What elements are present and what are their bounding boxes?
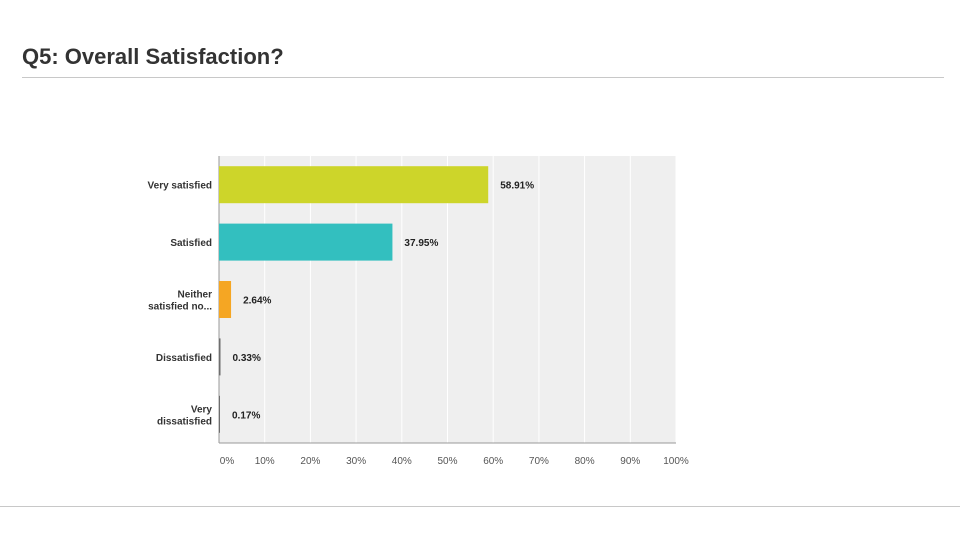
bar-1 bbox=[219, 223, 393, 261]
value-label-4: 0.17% bbox=[232, 410, 260, 421]
value-label-2: 2.64% bbox=[243, 296, 271, 307]
value-label-3: 0.33% bbox=[233, 353, 261, 364]
x-tick-label-10: 10% bbox=[255, 456, 275, 467]
footer-divider bbox=[0, 506, 960, 507]
x-tick-label-90: 90% bbox=[620, 456, 640, 467]
bar-0 bbox=[219, 166, 489, 204]
slide-title: Q5: Overall Satisfaction? bbox=[22, 44, 284, 69]
category-label-1: Satisfied bbox=[170, 238, 212, 249]
x-tick-label-20: 20% bbox=[300, 456, 320, 467]
bar-2 bbox=[219, 281, 232, 318]
x-tick-label-0: 0% bbox=[220, 456, 235, 467]
bar-3 bbox=[219, 338, 221, 376]
category-label-4-line-1: dissatisfied bbox=[157, 416, 212, 427]
title-divider bbox=[22, 77, 944, 78]
x-tick-label-70: 70% bbox=[529, 456, 549, 467]
x-tick-label-80: 80% bbox=[575, 456, 595, 467]
x-tick-label-40: 40% bbox=[392, 456, 412, 467]
category-label-2-line-1: satisfied no... bbox=[148, 302, 212, 313]
category-label-3: Dissatisfied bbox=[156, 353, 212, 364]
bar-4 bbox=[219, 395, 220, 433]
x-tick-label-100: 100% bbox=[663, 456, 689, 467]
category-label-2-line-0: Neither bbox=[178, 290, 213, 301]
value-label-1: 37.95% bbox=[404, 238, 438, 249]
x-tick-label-60: 60% bbox=[483, 456, 503, 467]
category-label-4-line-0: Very bbox=[191, 404, 213, 415]
x-tick-label-30: 30% bbox=[346, 456, 366, 467]
category-label-0: Very satisfied bbox=[148, 181, 212, 192]
x-tick-label-50: 50% bbox=[437, 456, 457, 467]
value-label-0: 58.91% bbox=[500, 181, 534, 192]
